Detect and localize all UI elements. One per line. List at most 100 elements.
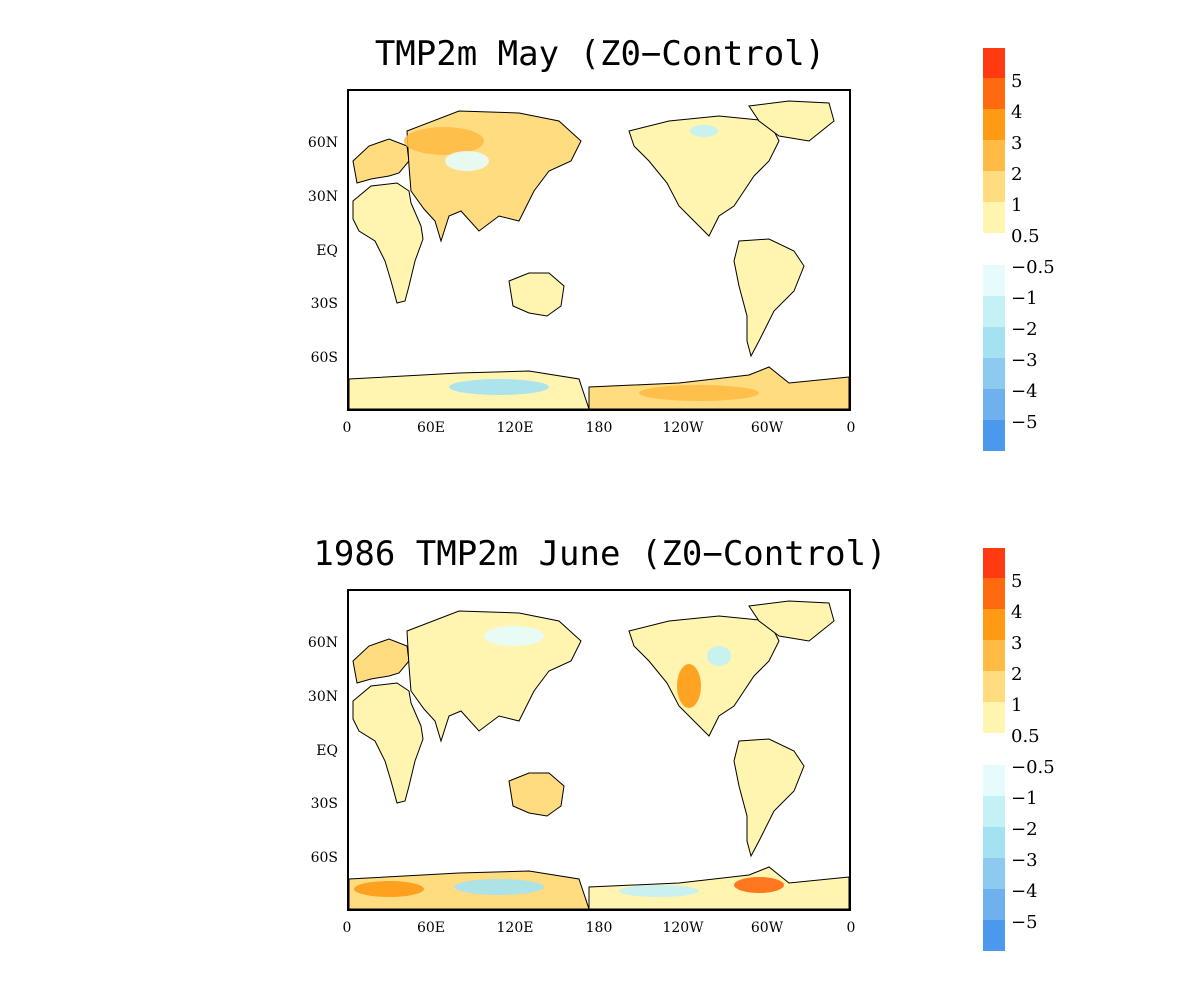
- colorbar-box-m4: [983, 389, 1005, 420]
- colorbar-box-1: [983, 671, 1005, 702]
- landmass-asia: [406, 610, 582, 743]
- colorbar-label-5: 5: [1011, 71, 1023, 92]
- lon-tick-60e: 60E: [416, 420, 446, 436]
- lat-tick-60s: 60S: [310, 850, 338, 866]
- colorbar-label-2: 2: [1011, 664, 1023, 685]
- landmass-greenland: [748, 600, 835, 642]
- map-panel-may: TMP2m May (Z0−Control) 60N 30N EQ 30S 60…: [307, 34, 1055, 451]
- colorbar-label-05: 0.5: [1011, 226, 1040, 247]
- cool-anomaly-canada: [690, 125, 718, 137]
- colorbar-box-m5: [983, 920, 1005, 951]
- colorbar-label-m2: −2: [1011, 819, 1038, 840]
- panel-title: 1986 TMP2m June (Z0−Control): [313, 534, 887, 574]
- landmass-south-america: [733, 238, 805, 358]
- map-frame: [347, 589, 851, 911]
- cool-anomaly-antarctica: [454, 879, 544, 895]
- landmass-greenland: [748, 100, 835, 142]
- landmass-africa: [352, 182, 424, 304]
- lon-tick-180: 180: [585, 420, 613, 436]
- lat-tick-60n: 60N: [307, 635, 338, 651]
- lat-tick-eq: EQ: [316, 743, 338, 759]
- colorbar-box-1: [983, 171, 1005, 202]
- colorbar-label-5: 5: [1011, 571, 1023, 592]
- colorbar-box-2: [983, 640, 1005, 671]
- lon-tick-0-east: 0: [846, 420, 856, 436]
- colorbar-box-3: [983, 109, 1005, 140]
- lat-tick-60s: 60S: [310, 350, 338, 366]
- colorbar-box-2: [983, 140, 1005, 171]
- colorbar-box-m1: [983, 796, 1005, 827]
- lat-tick-eq: EQ: [316, 243, 338, 259]
- lon-tick-0: 0: [342, 920, 352, 936]
- landmass-north-america: [628, 615, 780, 737]
- colorbar-label-m5: −5: [1011, 912, 1038, 933]
- colorbar-box-m3: [983, 358, 1005, 389]
- colorbar-box-m05: [983, 265, 1005, 296]
- cool-anomaly-west-antarctica: [619, 885, 699, 897]
- lat-tick-30s: 30S: [310, 296, 338, 312]
- warm-anomaly-antarctica-east: [354, 881, 424, 897]
- lon-tick-120w: 120W: [662, 920, 704, 936]
- lon-tick-60w: 60W: [750, 420, 784, 436]
- colorbar-box-3: [983, 609, 1005, 640]
- cool-anomaly-central-asia: [445, 151, 489, 171]
- landmass-europe: [352, 638, 410, 684]
- colorbar: [983, 48, 1005, 451]
- colorbar-box-m1: [983, 296, 1005, 327]
- colorbar-label-m1: −1: [1011, 788, 1038, 809]
- colorbar-label-m4: −4: [1011, 381, 1038, 402]
- temperature-anomaly-map: [349, 600, 849, 909]
- warm-anomaly-siberia: [404, 127, 484, 155]
- colorbar-label-m05: −0.5: [1011, 257, 1055, 278]
- colorbar-box-5: [983, 548, 1005, 578]
- lat-tick-60n: 60N: [307, 135, 338, 151]
- colorbar-label-4: 4: [1011, 102, 1023, 123]
- lat-tick-30s: 30S: [310, 796, 338, 812]
- colorbar-box-neutral: [983, 733, 1005, 765]
- colorbar: [983, 548, 1005, 951]
- colorbar-box-neutral: [983, 233, 1005, 265]
- cool-anomaly-siberia: [484, 626, 544, 646]
- map-panel-june: 1986 TMP2m June (Z0−Control) 60N 30N EQ …: [0, 500, 1200, 1000]
- cool-anomaly-north-america: [707, 646, 731, 666]
- lon-tick-120w: 120W: [662, 420, 704, 436]
- colorbar-box-m2: [983, 827, 1005, 858]
- colorbar-box-m5: [983, 420, 1005, 451]
- lon-tick-0-east: 0: [846, 920, 856, 936]
- lon-tick-60e: 60E: [416, 920, 446, 936]
- colorbar-label-m2: −2: [1011, 319, 1038, 340]
- lon-tick-60w: 60W: [750, 920, 784, 936]
- colorbar-box-4: [983, 578, 1005, 609]
- map-frame: [347, 89, 851, 411]
- colorbar-label-3: 3: [1011, 133, 1023, 154]
- colorbar-label-m3: −3: [1011, 850, 1038, 871]
- lat-tick-30n: 30N: [307, 189, 338, 205]
- lon-tick-0: 0: [342, 420, 352, 436]
- colorbar-label-05: 0.5: [1011, 726, 1040, 747]
- colorbar-label-m1: −1: [1011, 288, 1038, 309]
- colorbar-label-3: 3: [1011, 633, 1023, 654]
- lon-tick-180: 180: [585, 920, 613, 936]
- landmass-australia: [508, 272, 565, 317]
- cool-anomaly-antarctica: [449, 379, 549, 395]
- colorbar-label-2: 2: [1011, 164, 1023, 185]
- colorbar-label-m4: −4: [1011, 881, 1038, 902]
- colorbar-label-1: 1: [1011, 195, 1023, 216]
- lon-tick-120e: 120E: [496, 420, 534, 436]
- warm-anomaly-antarctica: [639, 385, 759, 401]
- colorbar-box-m2: [983, 327, 1005, 358]
- colorbar-label-m05: −0.5: [1011, 757, 1055, 778]
- colorbar-box-05: [983, 202, 1005, 233]
- colorbar-box-m3: [983, 858, 1005, 889]
- colorbar-box-4: [983, 78, 1005, 109]
- colorbar-label-m3: −3: [1011, 350, 1038, 371]
- panel-title: TMP2m May (Z0−Control): [374, 34, 826, 74]
- landmass-europe: [352, 138, 410, 184]
- landmass-antarctica-east: [588, 866, 849, 909]
- colorbar-label-4: 4: [1011, 602, 1023, 623]
- colorbar-label-1: 1: [1011, 695, 1023, 716]
- colorbar-label-m5: −5: [1011, 412, 1038, 433]
- colorbar-box-m4: [983, 889, 1005, 920]
- temperature-anomaly-map: [349, 100, 849, 409]
- landmass-south-america: [733, 738, 805, 858]
